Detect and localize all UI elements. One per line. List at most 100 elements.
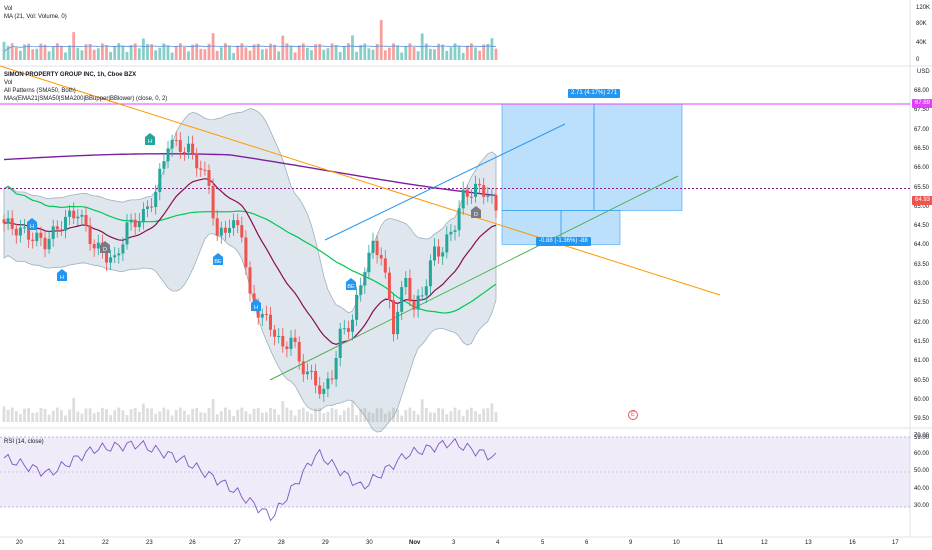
candle-body [387, 272, 391, 301]
volume-bar [342, 46, 346, 60]
symbol-title[interactable]: SIMON PROPERTY GROUP INC, 1h, Cboe BZX [4, 72, 137, 78]
pattern-markers: H H D BE H BE D H [27, 133, 481, 311]
pattern-marker-label: H [254, 305, 258, 311]
volume-overlay-bar [76, 411, 80, 422]
volume-bar [113, 46, 117, 60]
candle-body [371, 240, 375, 253]
volume-overlay-bar [314, 408, 317, 422]
volume-overlay-bar [211, 399, 215, 422]
volume-bar [19, 50, 22, 60]
volume-overlay-bar [437, 408, 440, 422]
measure-boxes[interactable] [501, 103, 683, 245]
candle-body [55, 226, 59, 230]
candle-body [330, 378, 334, 380]
candle-body [297, 341, 301, 362]
pattern-marker-h [145, 133, 155, 145]
time-axis-label: 16 [849, 540, 856, 546]
volume-ma-line [3, 45, 497, 52]
candle-body [211, 185, 215, 219]
rsi-panel [0, 436, 910, 522]
volume-bar [367, 48, 371, 60]
volume-label: Vol [4, 6, 13, 12]
time-axis-label: 17 [892, 540, 899, 546]
volume-overlay-bar [482, 408, 486, 422]
pattern-marker-d [100, 241, 110, 253]
candle-body [375, 240, 379, 256]
volume-bar [228, 45, 231, 60]
volume-overlay-bar [297, 409, 301, 422]
volume-bar [137, 48, 141, 60]
candle-body [490, 194, 494, 196]
volume-bar [256, 43, 260, 60]
volume-bar [88, 43, 92, 60]
volume-bar [244, 47, 248, 60]
candle-body [174, 139, 178, 141]
candle-body [76, 216, 80, 219]
candle-body [14, 228, 18, 236]
volume-overlay-bar [400, 415, 404, 422]
volume-bar [330, 43, 334, 60]
volume-bar [31, 49, 35, 60]
volume-overlay-bar [64, 415, 67, 422]
volume-overlay-bar [10, 407, 14, 422]
time-axis-label: 4 [496, 540, 500, 546]
measure-up-label[interactable]: 2.71 (4.17%) 271 [568, 89, 621, 98]
volume-overlay-bar [449, 411, 453, 422]
candle-body [154, 191, 158, 208]
candle-body [27, 227, 31, 240]
volume-overlay-bar [404, 410, 408, 422]
volume-bar [465, 45, 469, 60]
time-axis-label: 9 [629, 540, 633, 546]
candle-body [187, 143, 190, 153]
volume-bar [408, 43, 412, 60]
volume-axis-label: 40K [916, 40, 927, 46]
candle-body [416, 295, 420, 310]
candle-body [269, 314, 272, 330]
volume-bar [10, 43, 14, 60]
volume-overlay-bar [260, 412, 264, 422]
earnings-event-badge[interactable]: E [628, 410, 638, 420]
price-tag-last: 64.93 [912, 196, 932, 205]
volume-overlay-bar [137, 411, 141, 422]
volume-bar [470, 43, 473, 60]
volume-bar [43, 44, 47, 60]
volume-overlay-bar [408, 407, 412, 422]
time-axis-label: 30 [366, 540, 373, 546]
candle-body [248, 267, 252, 294]
candle-body [68, 210, 72, 217]
volume-overlay-bar [183, 410, 186, 422]
volume-overlay-bar [51, 410, 55, 422]
candle-body [195, 153, 199, 169]
volume-bar [404, 46, 408, 60]
candle-body [322, 388, 326, 394]
time-axis-label: 28 [278, 540, 285, 546]
volume-bar [191, 44, 194, 60]
candle-body [191, 143, 195, 154]
volume-overlay-bar [252, 408, 256, 422]
volume-overlay-bar [433, 412, 436, 422]
pattern-marker-be [346, 278, 356, 290]
candle-body [363, 272, 367, 286]
volume-overlay-bar [55, 407, 59, 422]
candle-body [379, 255, 383, 259]
candle-body [244, 237, 248, 268]
volume-overlay-bar [240, 407, 244, 422]
volume-bar [252, 44, 256, 60]
candle-body [428, 260, 432, 287]
price-axis-label: 63.00 [914, 281, 930, 287]
time-axis-label: 21 [58, 540, 65, 546]
volume-overlay-bar [178, 407, 182, 422]
candle-body [461, 189, 465, 209]
measure-down-label[interactable]: -0.88 (-1.36%) -88 [536, 237, 591, 246]
candle-body [129, 219, 133, 223]
price-axis-label: 65.00 [914, 203, 930, 210]
volume-bar [277, 51, 281, 60]
volume-bar [76, 47, 80, 60]
volume-overlay-bar [191, 408, 194, 422]
candle-body [305, 371, 309, 375]
volume-bar [326, 48, 330, 60]
time-axis-label: 26 [189, 540, 196, 546]
pattern-marker-label: BE [347, 284, 355, 290]
volume-overlay-bar [187, 414, 190, 422]
